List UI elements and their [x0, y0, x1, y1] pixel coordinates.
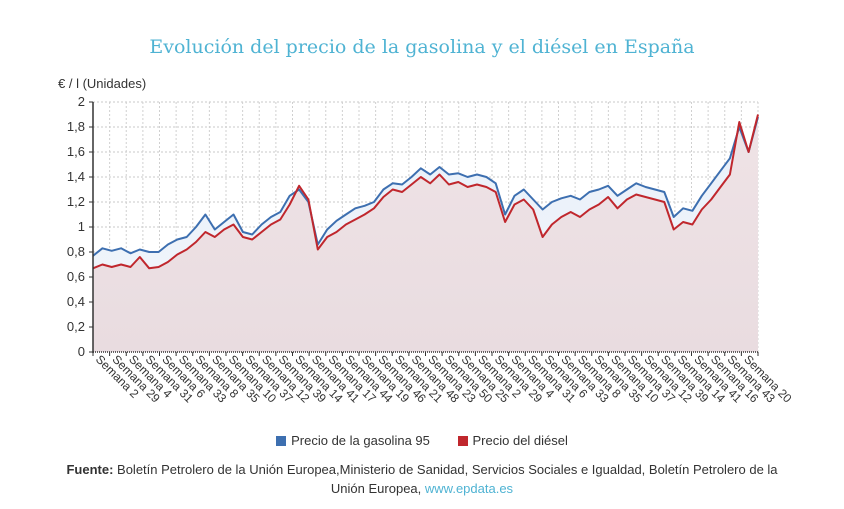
series-line-gasolina[interactable] [92, 116, 759, 257]
y-tick-label: 0,2 [67, 319, 85, 334]
series-line-diesel[interactable] [92, 114, 759, 270]
axes [89, 101, 759, 356]
series-area-1 [93, 114, 758, 352]
source-label: Fuente: [66, 462, 114, 477]
legend-swatch-red-icon [457, 436, 468, 446]
series-areas [93, 114, 758, 352]
y-tick-label: 0 [78, 344, 85, 359]
legend-swatch-blue-icon [276, 436, 287, 446]
series-lines [92, 114, 759, 270]
y-tick-label: 0,6 [67, 269, 85, 284]
y-tick-label: 2 [78, 94, 85, 109]
y-tick-label: 0,8 [67, 244, 85, 259]
legend: Precio de la gasolina 95 Precio del diés… [0, 433, 844, 448]
legend-label: Precio de la gasolina 95 [291, 433, 430, 448]
chart-title: Evolución del precio de la gasolina y el… [149, 36, 695, 58]
y-tick-label: 1,6 [67, 144, 85, 159]
y-tick-label: 1 [78, 219, 85, 234]
y-tick-label: 1,8 [67, 119, 85, 134]
source-note: Fuente: Boletín Petrolero de la Unión Eu… [60, 460, 784, 498]
source-link[interactable]: www.epdata.es [424, 481, 514, 496]
y-tick-labels: 0 0,2 0,4 0,6 0,8 1 1,2 1,4 1,6 1,8 2 [67, 94, 85, 359]
legend-item-gasolina[interactable]: Precio de la gasolina 95 [276, 433, 430, 448]
y-tick-label: 0,4 [67, 294, 85, 309]
source-text: Boletín Petrolero de la Unión Europea,Mi… [117, 462, 778, 496]
chart-canvas: 0 0,2 0,4 0,6 0,8 1 1,2 1,4 1,6 1,8 2 Semana 2Sema… [67, 94, 795, 406]
y-tick-label: 1,2 [67, 194, 85, 209]
legend-label: Precio del diésel [472, 433, 568, 448]
y-tick-label: 1,4 [67, 169, 85, 184]
legend-item-diesel[interactable]: Precio del diésel [457, 433, 568, 448]
y-axis-unit-label: € / l (Unidades) [58, 76, 147, 91]
